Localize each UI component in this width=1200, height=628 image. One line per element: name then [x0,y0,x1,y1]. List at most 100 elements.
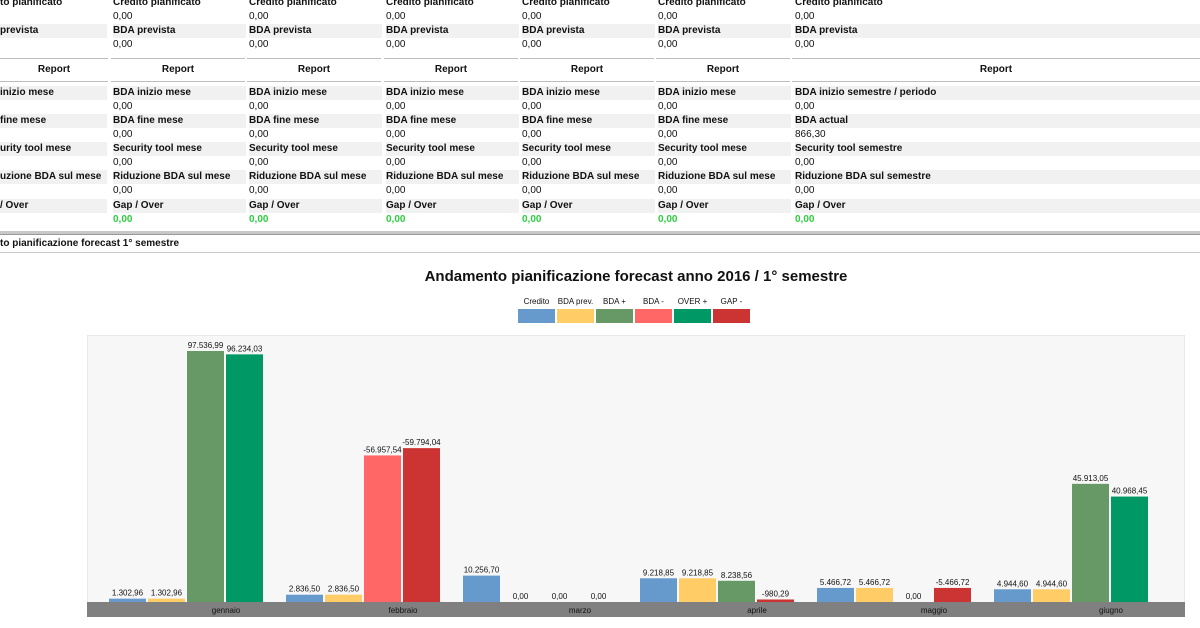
data-label: 2.836,50 [289,585,321,594]
cell-bda-inizio-value: 0,00 [113,101,133,112]
cell-bda-prev-value: 0,00 [522,39,542,50]
legend-item[interactable]: OVER + [674,296,711,323]
bar-bda-prev--gennaio[interactable] [148,598,185,602]
cell-bda-inizio-label: BDA inizio mese [386,86,519,100]
category-label: giugno [1099,606,1124,615]
cell-bda-fine-value: 866,30 [795,129,826,140]
cell-riduzione-label: Riduzione BDA sul semestre [795,170,1200,184]
cell-bda-prev-label: BDA prevista [249,24,382,38]
data-label: 9.218,85 [643,568,675,577]
bar-bda-prev--febbraio[interactable] [325,594,362,602]
category-axis [87,602,1185,617]
legend-item[interactable]: BDA prev. [557,296,594,323]
cell-gap-label: / Over [0,199,107,213]
bar-over--giugno[interactable] [1111,496,1148,602]
cell-bda-prev-label: prevista [0,24,107,38]
legend-item[interactable]: BDA + [596,296,633,323]
bar-bda--gennaio[interactable] [187,351,224,602]
table-column: Credito pianificato 0,00 BDA prevista 0,00 R… [792,0,1200,230]
table-column: Credito pianificato 0,00 BDA prevista 0,00 R… [384,0,519,230]
cell-bda-inizio-label: BDA inizio mese [658,86,791,100]
legend-label: BDA - [643,297,664,306]
cell-credito-value: 0,00 [522,11,542,22]
cell-gap-label: Gap / Over [658,199,791,213]
cell-bda-fine-label: BDA fine mese [386,114,519,128]
cell-security-value [0,156,107,170]
table-column: Credito pianificato 0,00 BDA prevista 0,00 R… [520,0,655,230]
bar-chart: 1.302,96 1.302,96 97.536,99 96.234,03 2.836,… [87,335,1185,617]
cell-bda-fine-label: BDA actual [795,114,1200,128]
cell-security-value: 0,00 [658,157,678,168]
legend-swatch [518,309,555,323]
cell-bda-fine-value: 0,00 [113,129,133,140]
bar-over--gennaio[interactable] [226,354,263,602]
legend-item[interactable]: Credito [518,296,555,323]
cell-bda-prev-value: 0,00 [386,39,406,50]
cell-credito-label: Credito pianificato [522,0,610,8]
report-table: to pianificato prevista Report inizio mese f… [0,0,1200,230]
table-column: Credito pianificato 0,00 BDA prevista 0,00 R… [111,0,246,230]
bar-credito-giugno[interactable] [994,589,1031,602]
panel-divider[interactable] [0,231,1200,235]
bar-bda-prev--maggio[interactable] [856,587,893,602]
data-label: 0,00 [513,592,529,601]
legend-label: BDA prev. [557,297,594,306]
cell-credito-label: to pianificato [0,0,63,8]
bar-bda--giugno[interactable] [1072,483,1109,602]
cell-gap-label: Gap / Over [795,199,1200,213]
bar-credito-maggio[interactable] [817,587,854,602]
cell-credito-value: 0,00 [386,11,406,22]
category-label: gennaio [212,606,241,615]
cell-bda-inizio-value: 0,00 [658,101,678,112]
cell-security-label: Security tool mese [113,142,246,156]
bar-credito-aprile[interactable] [640,578,677,602]
cell-bda-prev-label: BDA prevista [658,24,791,38]
bar-credito-febbraio[interactable] [286,594,323,602]
table-column: Credito pianificato 0,00 BDA prevista 0,00 R… [656,0,791,230]
legend-label: Credito [523,297,550,306]
data-label: 5.466,72 [859,578,891,587]
data-label: -980,29 [762,589,790,598]
cell-bda-inizio-label: inizio mese [0,86,107,100]
bar-credito-gennaio[interactable] [109,598,146,602]
cell-credito-value: 0,00 [658,11,678,22]
legend-item[interactable]: GAP - [713,296,750,323]
cell-gap-value: 0,00 [113,214,133,225]
cell-gap-value: 0,00 [522,214,542,225]
cell-security-value: 0,00 [795,157,815,168]
cell-credito-label: Credito pianificato [386,0,474,8]
cell-gap-value: 0,00 [658,214,678,225]
cell-bda-inizio-label: BDA inizio mese [113,86,246,100]
legend-swatch [635,309,672,323]
data-label: 96.234,03 [227,344,263,353]
bar-bda-prev--aprile[interactable] [679,578,716,602]
cell-credito-label: Credito pianificato [249,0,337,8]
bar-gap--febbraio[interactable] [403,448,440,602]
cell-credito-label: Credito pianificato [658,0,746,8]
bar-bda--febbraio[interactable] [364,455,401,602]
bar-bda-prev--giugno[interactable] [1033,589,1070,602]
cell-bda-fine-value [0,128,107,142]
cell-bda-inizio-label: BDA inizio mese [249,86,382,100]
cell-security-label: Security tool mese [386,142,519,156]
legend-swatch [674,309,711,323]
cell-gap-label: Gap / Over [522,199,655,213]
category-label: febbraio [389,606,418,615]
data-label: -5.466,72 [936,578,970,587]
bar-gap--maggio[interactable] [934,587,971,602]
bar-gap--aprile[interactable] [757,599,794,602]
category-label: maggio [921,606,948,615]
cell-bda-fine-label: BDA fine mese [658,114,791,128]
bar-bda--aprile[interactable] [718,580,755,602]
data-label: 0,00 [591,592,607,601]
bar-credito-marzo[interactable] [463,575,500,602]
cell-credito-value [0,10,107,24]
cell-credito-value: 0,00 [249,11,269,22]
cell-riduzione-label: uzione BDA sul mese [0,170,107,184]
data-label: 97.536,99 [188,341,224,350]
cell-bda-prev-label: BDA prevista [113,24,246,38]
legend-item[interactable]: BDA - [635,296,672,323]
cell-credito-value: 0,00 [113,11,133,22]
cell-bda-prev-value: 0,00 [795,39,815,50]
data-label: 40.968,45 [1112,487,1148,496]
